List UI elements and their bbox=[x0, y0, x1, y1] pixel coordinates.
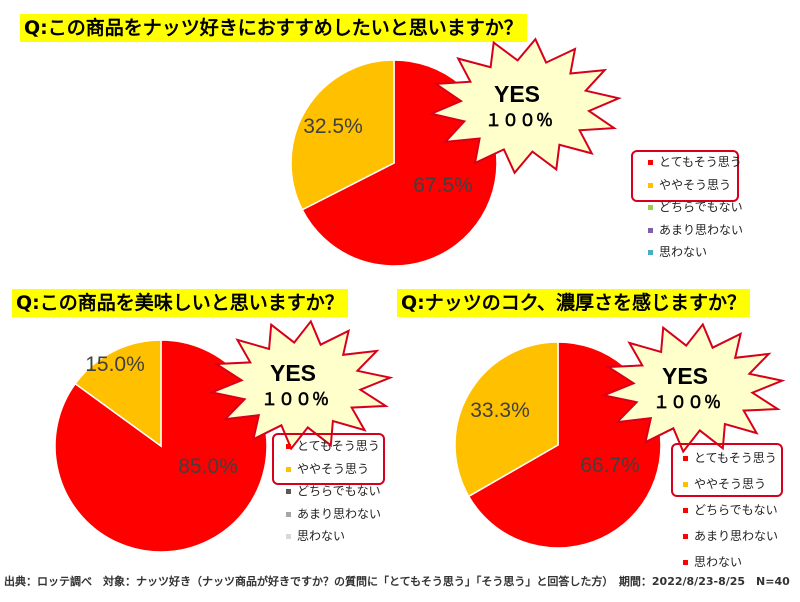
legend-label: とてもそう思う bbox=[297, 439, 380, 453]
chart-2-legend-item-5: 思わない bbox=[286, 528, 345, 544]
chart-3-data-label-2: 33.3% bbox=[470, 399, 530, 422]
legend-swatch bbox=[648, 250, 653, 255]
chart-1-title: Q:この商品をナッツ好きにおすすめしたいと思いますか？ bbox=[20, 14, 527, 42]
chart-2-legend-item-2: ややそう思う bbox=[286, 461, 369, 477]
legend-label: ややそう思う bbox=[659, 177, 732, 192]
legend-swatch bbox=[286, 489, 291, 494]
chart-3-title: Q:ナッツのコク、濃厚さを感じますか？ bbox=[397, 289, 751, 317]
chart-1-legend-item-1: とてもそう思う bbox=[648, 154, 742, 170]
chart-2-badge-sub: １００％ bbox=[261, 390, 329, 410]
chart-1-data-label-2: 32.5% bbox=[303, 115, 363, 138]
chart-1-slice-2 bbox=[290, 59, 395, 211]
chart-3-yes-badge bbox=[600, 322, 786, 454]
chart-3-legend-highlight bbox=[671, 443, 783, 497]
legend-label: 思わない bbox=[297, 529, 346, 543]
chart-2-slice-2 bbox=[74, 339, 162, 448]
chart-3-legend-item-1: とてもそう思う bbox=[683, 450, 777, 466]
legend-label: ややそう思う bbox=[694, 477, 767, 491]
legend-label: あまり思わない bbox=[297, 506, 382, 521]
legend-swatch bbox=[648, 205, 653, 210]
chart-1-badge-sub: １００％ bbox=[485, 111, 553, 131]
chart-2-badge-main: YES bbox=[270, 360, 316, 386]
chart-1-legend-highlight bbox=[631, 150, 739, 202]
legend-label: どちらでもない bbox=[659, 200, 743, 214]
chart-2-legend-item-1: とてもそう思う bbox=[286, 438, 380, 454]
legend-label: どちらでもない bbox=[694, 503, 778, 517]
chart-1-yes-badge bbox=[428, 37, 622, 175]
chart-2-data-label-1: 85.0% bbox=[178, 455, 238, 478]
legend-swatch bbox=[648, 160, 653, 165]
chart-3-badge-main: YES bbox=[662, 363, 708, 389]
chart-1-data-label-1: 67.5% bbox=[413, 174, 473, 197]
legend-swatch bbox=[286, 444, 291, 449]
legend-label: 思わない bbox=[659, 245, 708, 259]
legend-label: 思わない bbox=[694, 555, 743, 569]
legend-label: あまり思わない bbox=[659, 222, 744, 237]
legend-swatch bbox=[286, 466, 291, 472]
chart-1-legend-item-5: 思わない bbox=[648, 244, 707, 260]
chart-3-legend-item-2: ややそう思う bbox=[683, 476, 766, 492]
legend-label: どちらでもない bbox=[297, 484, 381, 498]
legend-swatch bbox=[683, 482, 688, 487]
chart-3-data-label-1: 66.7% bbox=[580, 454, 640, 477]
legend-label: ややそう思う bbox=[297, 461, 370, 476]
chart-1-legend-item-4: あまり思わない bbox=[648, 222, 743, 238]
legend-label: とてもそう思う bbox=[659, 155, 742, 169]
chart-3-legend-item-3: どちらでもない bbox=[683, 502, 778, 518]
legend-swatch bbox=[648, 227, 653, 233]
chart-1-legend-item-2: ややそう思う bbox=[648, 177, 731, 193]
chart-2-yes-badge bbox=[208, 319, 394, 451]
chart-3-legend-item-5: 思わない bbox=[683, 554, 742, 570]
chart-2-legend-highlight bbox=[272, 433, 385, 485]
chart-2-data-label-2: 15.0% bbox=[85, 353, 145, 376]
chart-3-badge-sub: １００％ bbox=[653, 393, 721, 413]
legend-swatch bbox=[683, 456, 688, 461]
legend-swatch bbox=[648, 182, 653, 188]
legend-label: あまり思わない bbox=[694, 529, 779, 543]
chart-3-legend-item-4: あまり思わない bbox=[683, 528, 778, 544]
chart-2-title: Q:この商品を美味しいと思いますか？ bbox=[12, 289, 348, 317]
chart-2-legend-item-3: どちらでもない bbox=[286, 483, 381, 499]
chart-2-legend-item-4: あまり思わない bbox=[286, 506, 381, 522]
legend-swatch bbox=[683, 508, 688, 513]
legend-swatch bbox=[683, 560, 688, 565]
chart-1-legend-item-3: どちらでもない bbox=[648, 199, 743, 215]
legend-swatch bbox=[286, 534, 291, 539]
chart-1-badge-main: YES bbox=[494, 81, 540, 107]
chart-3-slice-2 bbox=[454, 341, 559, 498]
legend-label: とてもそう思う bbox=[694, 451, 777, 465]
footnote: 出典：ロッテ調べ 対象：ナッツ好き（ナッツ商品が好きですか？の質問に「とてもそう… bbox=[4, 575, 790, 588]
legend-swatch bbox=[286, 511, 291, 517]
legend-swatch bbox=[683, 534, 688, 539]
